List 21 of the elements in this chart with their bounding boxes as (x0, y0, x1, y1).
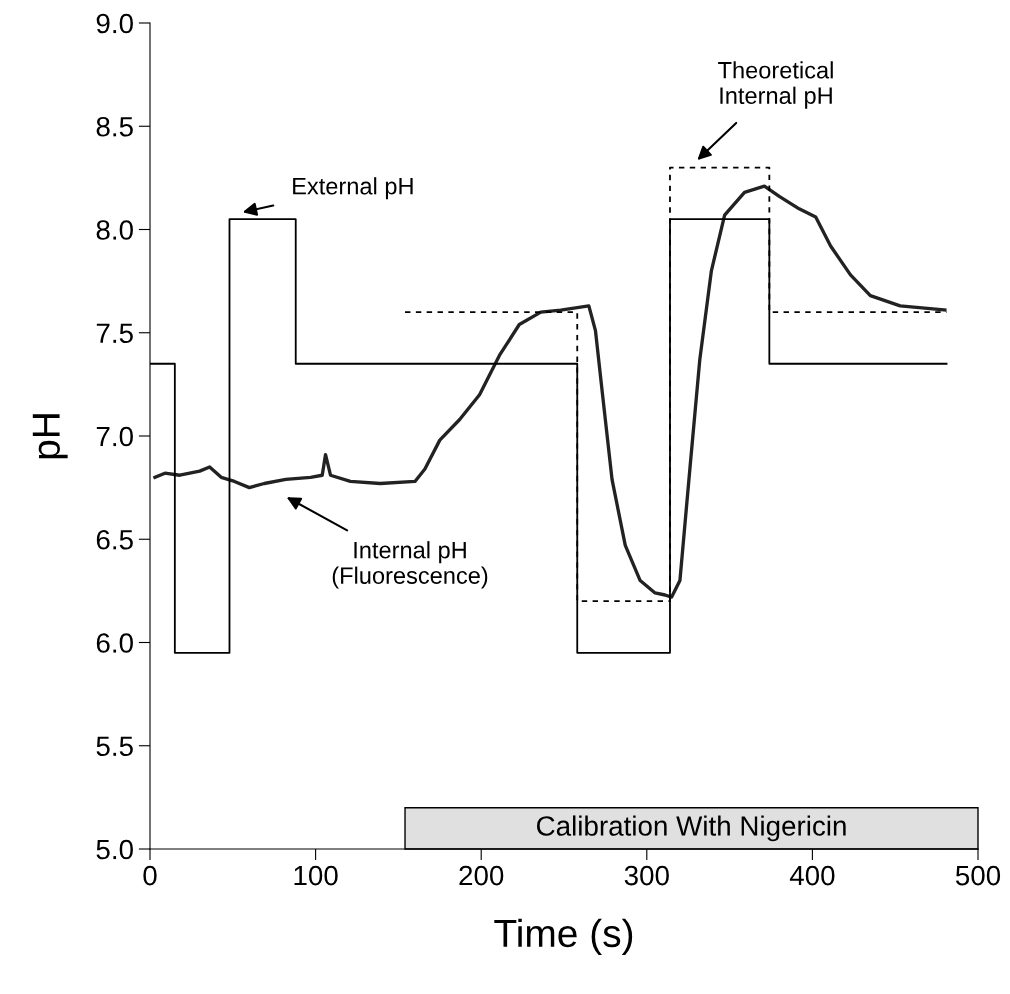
band-label: Calibration With Nigericin (537, 815, 846, 842)
y-tick-label: 9.0 (96, 13, 133, 34)
x-tick-label: 200 (459, 865, 504, 886)
y-tick-label: 6.5 (96, 529, 133, 550)
y-tick-label: 8.5 (96, 116, 133, 137)
y-tick-label: 5.5 (96, 736, 133, 757)
x-tick-label: 500 (955, 865, 1001, 886)
y-tick-label: 8.0 (96, 220, 133, 240)
y-tick-label: 6.0 (96, 633, 133, 653)
annotation: External pH (293, 177, 413, 200)
x-tick-label: 100 (294, 865, 338, 886)
y-tick-label: 5.0 (96, 839, 133, 860)
y-axis-title: pH (32, 414, 68, 459)
x-tick-label: 0 (143, 865, 157, 886)
y-tick-label: 7.5 (96, 323, 133, 344)
annotation: Internal pH (Fluorescence) (332, 541, 488, 589)
x-tick-label: 400 (789, 865, 835, 886)
y-tick-label: 7.0 (96, 426, 133, 447)
x-axis-title: Time (s) (494, 918, 633, 955)
annotation: Theoretical Internal pH (718, 61, 833, 109)
x-tick-label: 300 (624, 865, 669, 886)
